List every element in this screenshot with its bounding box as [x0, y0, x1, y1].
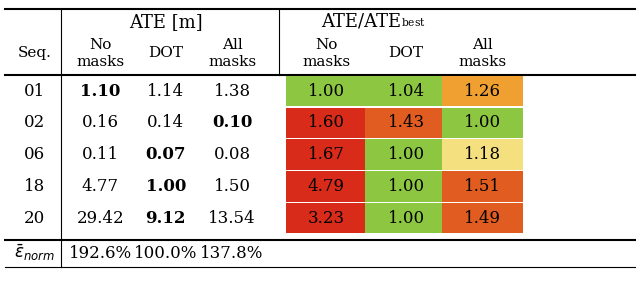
FancyBboxPatch shape — [365, 203, 447, 234]
Text: 1.04: 1.04 — [387, 83, 424, 100]
Text: 1.10: 1.10 — [80, 83, 120, 100]
FancyBboxPatch shape — [365, 108, 447, 138]
Text: 1.00: 1.00 — [308, 83, 345, 100]
Text: 137.8%: 137.8% — [200, 244, 264, 262]
Text: 0.07: 0.07 — [145, 146, 186, 163]
Text: 4.77: 4.77 — [81, 178, 119, 195]
Text: 1.00: 1.00 — [387, 210, 424, 227]
Text: 1.00: 1.00 — [387, 178, 424, 195]
FancyBboxPatch shape — [285, 203, 367, 234]
Text: 1.00: 1.00 — [387, 146, 424, 163]
Text: 06: 06 — [24, 146, 45, 163]
Text: 02: 02 — [24, 114, 45, 131]
FancyBboxPatch shape — [442, 171, 524, 202]
FancyBboxPatch shape — [285, 140, 367, 170]
Text: 1.67: 1.67 — [308, 146, 345, 163]
Text: 1.50: 1.50 — [214, 178, 251, 195]
Text: 0.08: 0.08 — [214, 146, 251, 163]
Text: 0.14: 0.14 — [147, 114, 184, 131]
Text: 1.43: 1.43 — [387, 114, 424, 131]
Text: 0.16: 0.16 — [82, 114, 118, 131]
Text: 29.42: 29.42 — [76, 210, 124, 227]
FancyBboxPatch shape — [285, 108, 367, 138]
Text: 1.26: 1.26 — [464, 83, 501, 100]
Text: 1.14: 1.14 — [147, 83, 184, 100]
Text: 4.79: 4.79 — [308, 178, 345, 195]
Text: 01: 01 — [24, 83, 45, 100]
Text: 100.0%: 100.0% — [134, 244, 198, 262]
Text: All
masks: All masks — [208, 38, 256, 69]
Text: 192.6%: 192.6% — [68, 244, 132, 262]
Text: No
masks: No masks — [302, 38, 351, 69]
Text: 18: 18 — [24, 178, 45, 195]
Text: 1.00: 1.00 — [146, 178, 186, 195]
Text: 1.60: 1.60 — [308, 114, 345, 131]
Text: DOT: DOT — [388, 46, 424, 60]
Text: 3.23: 3.23 — [308, 210, 345, 227]
Text: 1.49: 1.49 — [464, 210, 501, 227]
Text: 20: 20 — [24, 210, 45, 227]
Text: All
masks: All masks — [458, 38, 506, 69]
Text: DOT: DOT — [148, 46, 183, 60]
Text: ATE/ATE: ATE/ATE — [321, 13, 401, 31]
Text: 0.10: 0.10 — [212, 114, 252, 131]
FancyBboxPatch shape — [442, 108, 524, 138]
Text: 1.51: 1.51 — [464, 178, 501, 195]
Text: 1.18: 1.18 — [464, 146, 501, 163]
Text: 1.38: 1.38 — [214, 83, 251, 100]
Text: 1.00: 1.00 — [464, 114, 501, 131]
FancyBboxPatch shape — [365, 171, 447, 202]
Text: ATE [m]: ATE [m] — [129, 13, 203, 31]
FancyBboxPatch shape — [442, 203, 524, 234]
Text: Seq.: Seq. — [17, 46, 51, 60]
Text: $_{\mathregular{best}}$: $_{\mathregular{best}}$ — [401, 15, 426, 29]
Text: 0.11: 0.11 — [81, 146, 119, 163]
FancyBboxPatch shape — [442, 140, 524, 170]
Text: 13.54: 13.54 — [208, 210, 256, 227]
FancyBboxPatch shape — [365, 76, 447, 106]
Text: No
masks: No masks — [76, 38, 124, 69]
FancyBboxPatch shape — [365, 140, 447, 170]
FancyBboxPatch shape — [285, 171, 367, 202]
Text: 9.12: 9.12 — [145, 210, 186, 227]
Text: $\bar{\varepsilon}_{norm}$: $\bar{\varepsilon}_{norm}$ — [14, 243, 55, 263]
FancyBboxPatch shape — [285, 76, 367, 106]
FancyBboxPatch shape — [442, 76, 524, 106]
